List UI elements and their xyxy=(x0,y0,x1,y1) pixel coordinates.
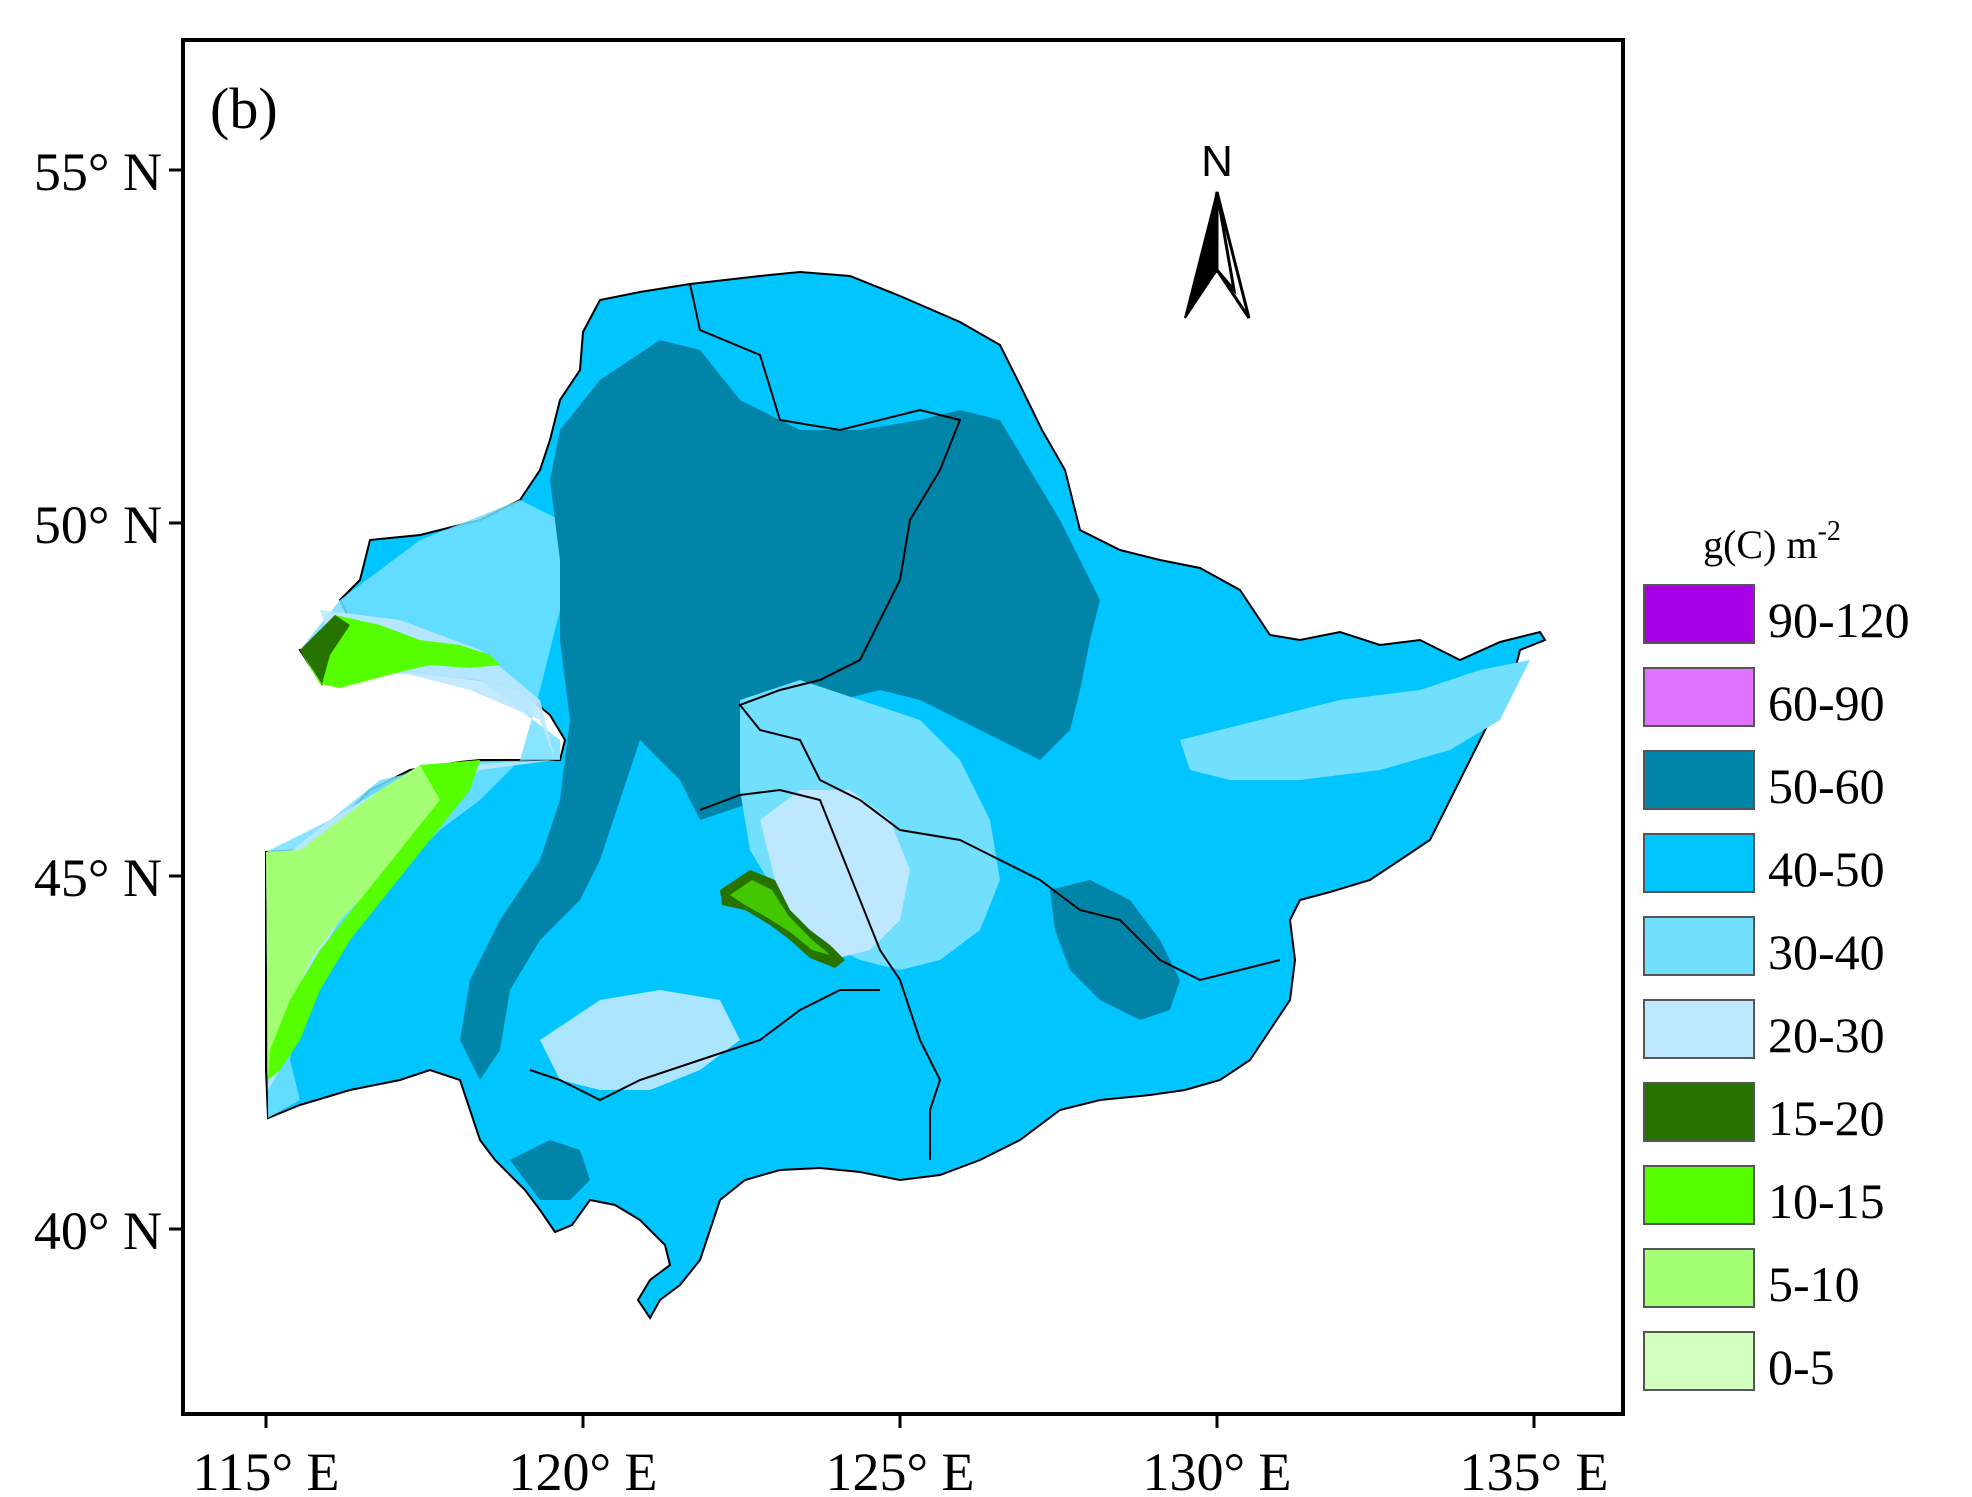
legend-swatch xyxy=(1643,999,1755,1059)
y-axis: 55° N 50° N 45° N 40° N xyxy=(34,142,183,1261)
province-boundary-3 xyxy=(529,989,880,1102)
panel-label: (b) xyxy=(210,76,278,141)
legend-label: 15-20 xyxy=(1768,1090,1885,1146)
legend-title: g(C) m-2 xyxy=(1703,516,1841,567)
zone-5-10-west xyxy=(266,762,480,1080)
y-tick-label: 45° N xyxy=(34,848,162,908)
legend-swatch xyxy=(1643,1082,1755,1142)
zone-10-15-northwest xyxy=(300,615,500,688)
legend: g(C) m-2 90-120 60-90 50-60 40-50 30-40 20-30… xyxy=(1643,516,1910,1395)
north-label: N xyxy=(1201,137,1233,186)
north-arrow-icon: N xyxy=(1184,137,1251,319)
zone-50-60-southwest xyxy=(510,1140,590,1200)
legend-title-text: g(C) m xyxy=(1703,522,1817,567)
legend-label: 40-50 xyxy=(1768,841,1885,897)
legend-swatch xyxy=(1643,916,1755,976)
zone-50-60-east xyxy=(1050,880,1180,1020)
legend-label: 60-90 xyxy=(1768,675,1885,731)
legend-label: 10-15 xyxy=(1768,1173,1885,1229)
legend-label: 5-10 xyxy=(1768,1256,1860,1312)
legend-swatch xyxy=(1643,1331,1755,1391)
legend-swatch xyxy=(1643,750,1755,810)
zone-15-20-northwest xyxy=(300,615,350,684)
zone-10-15-central xyxy=(730,880,830,955)
legend-swatch xyxy=(1643,584,1755,644)
legend-label: 0-5 xyxy=(1768,1339,1835,1395)
x-tick-label: 125° E xyxy=(825,1442,974,1497)
x-axis: 115° E 120° E 125° E 130° E 135° E xyxy=(192,1414,1609,1497)
x-tick-label: 135° E xyxy=(1459,1442,1608,1497)
legend-label: 30-40 xyxy=(1768,924,1885,980)
province-boundary xyxy=(689,283,1281,982)
legend-swatch xyxy=(1643,667,1755,727)
province-boundary-2 xyxy=(699,788,942,1160)
x-tick-label: 115° E xyxy=(192,1442,339,1497)
legend-swatch xyxy=(1643,1248,1755,1308)
y-tick-label: 55° N xyxy=(34,142,162,202)
region-map xyxy=(265,270,1547,1320)
legend-label: 50-60 xyxy=(1768,758,1885,814)
legend-title-superscript: -2 xyxy=(1818,516,1841,547)
y-tick-label: 40° N xyxy=(34,1201,162,1261)
zone-20-30-southwest xyxy=(540,990,740,1090)
zone-30-40-northeast xyxy=(1180,660,1530,780)
legend-label: 90-120 xyxy=(1768,592,1910,648)
zone-10-15-west xyxy=(268,760,480,1080)
x-tick-label: 120° E xyxy=(508,1442,657,1497)
legend-swatch xyxy=(1643,1165,1755,1225)
y-tick-label: 50° N xyxy=(34,495,162,555)
legend-items: 90-120 60-90 50-60 40-50 30-40 20-30 15-20 10-1… xyxy=(1643,584,1910,1395)
x-tick-label: 130° E xyxy=(1142,1442,1291,1497)
legend-swatch xyxy=(1643,833,1755,893)
legend-label: 20-30 xyxy=(1768,1007,1885,1063)
